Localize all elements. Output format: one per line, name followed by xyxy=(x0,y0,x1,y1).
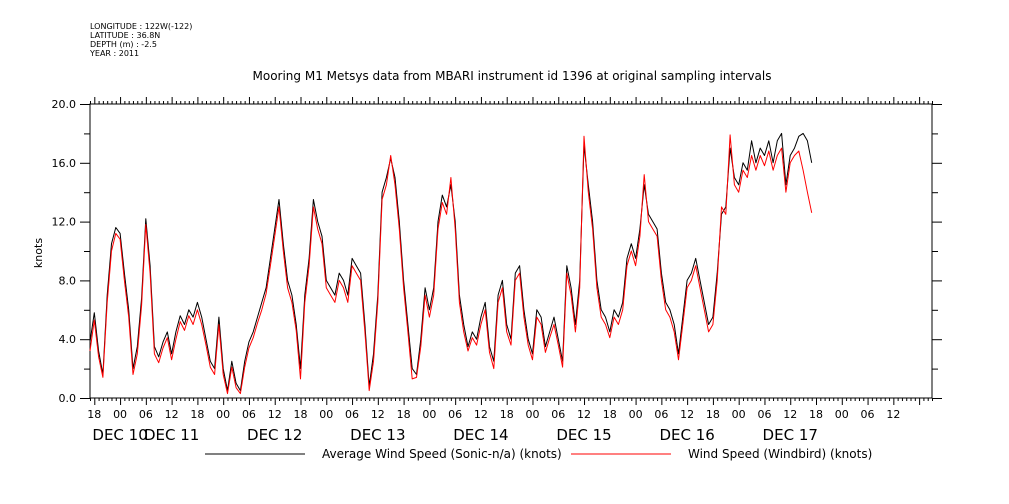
x-tick-label: 00 xyxy=(835,408,849,421)
x-tick-label: 12 xyxy=(371,408,385,421)
legend-label-sonic: Average Wind Speed (Sonic-n/a) (knots) xyxy=(322,447,562,461)
x-tick-label: 06 xyxy=(551,408,565,421)
series-lines xyxy=(89,132,813,395)
axes-group: 18 00 06 12 18 00 06 12 18 00 06 12 18 00 06 12 18 00 06 12… xyxy=(52,97,942,444)
x-tick-label: 12 xyxy=(165,408,179,421)
x-tick-label: 18 xyxy=(706,408,720,421)
x-tick-label: 18 xyxy=(500,408,514,421)
x-tick-label: 18 xyxy=(809,408,823,421)
x-tick-label: 00 xyxy=(629,408,643,421)
y-tick-label: 0.0 xyxy=(59,392,77,405)
y-axis-label: knots xyxy=(32,238,45,268)
depth-label: DEPTH (m) : -2.5 xyxy=(90,40,157,49)
x-tick-label: 00 xyxy=(216,408,230,421)
x-tick-label: 18 xyxy=(397,408,411,421)
x-tick-label: 06 xyxy=(139,408,153,421)
x-tick-label: 06 xyxy=(345,408,359,421)
latitude-label: LATITUDE : 36.8N xyxy=(90,31,161,40)
y-tick-label: 16.0 xyxy=(52,157,77,170)
series-line-sonic xyxy=(89,132,813,392)
longitude-label: LONGITUDE : 122W(-122) xyxy=(90,22,193,31)
x-day-label: DEC 12 xyxy=(247,426,302,444)
x-day-label: DEC 13 xyxy=(350,426,405,444)
x-tick-label: 00 xyxy=(732,408,746,421)
x-day-label: DEC 15 xyxy=(556,426,611,444)
y-tick-label: 4.0 xyxy=(59,333,77,346)
x-tick-label: 06 xyxy=(654,408,668,421)
x-tick-label: 06 xyxy=(757,408,771,421)
x-tick-label: 06 xyxy=(861,408,875,421)
x-tick-label: 12 xyxy=(680,408,694,421)
year-label: YEAR : 2011 xyxy=(90,49,140,58)
x-tick-label: 18 xyxy=(87,408,101,421)
series-line-windbird xyxy=(89,134,813,395)
x-tick-label: 12 xyxy=(268,408,282,421)
x-tick-label: 00 xyxy=(319,408,333,421)
y-tick-label: 20.0 xyxy=(52,98,77,111)
x-tick-label: 18 xyxy=(294,408,308,421)
y-tick-label: 8.0 xyxy=(59,274,77,287)
x-day-label: DEC 10 xyxy=(92,426,147,444)
legend: Average Wind Speed (Sonic-n/a) (knots) W… xyxy=(205,447,872,461)
legend-label-windbird: Wind Speed (Windbird) (knots) xyxy=(688,447,872,461)
chart-title: Mooring M1 Metsys data from MBARI instru… xyxy=(253,69,772,83)
x-tick-label: 12 xyxy=(577,408,591,421)
station-metadata: LONGITUDE : 122W(-122) LATITUDE : 36.8N … xyxy=(90,22,192,58)
x-tick-label: 00 xyxy=(525,408,539,421)
x-day-label: DEC 17 xyxy=(763,426,818,444)
x-tick-label: 12 xyxy=(886,408,900,421)
x-tick-label: 12 xyxy=(474,408,488,421)
x-tick-label: 06 xyxy=(242,408,256,421)
x-tick-label: 00 xyxy=(422,408,436,421)
x-day-label: DEC 11 xyxy=(144,426,199,444)
x-tick-label: 18 xyxy=(190,408,204,421)
x-day-label: DEC 14 xyxy=(453,426,508,444)
x-day-label: DEC 16 xyxy=(659,426,714,444)
x-tick-label: 06 xyxy=(448,408,462,421)
x-tick-label: 00 xyxy=(113,408,127,421)
x-tick-label: 12 xyxy=(783,408,797,421)
y-tick-label: 12.0 xyxy=(52,216,77,229)
x-tick-label: 18 xyxy=(603,408,617,421)
